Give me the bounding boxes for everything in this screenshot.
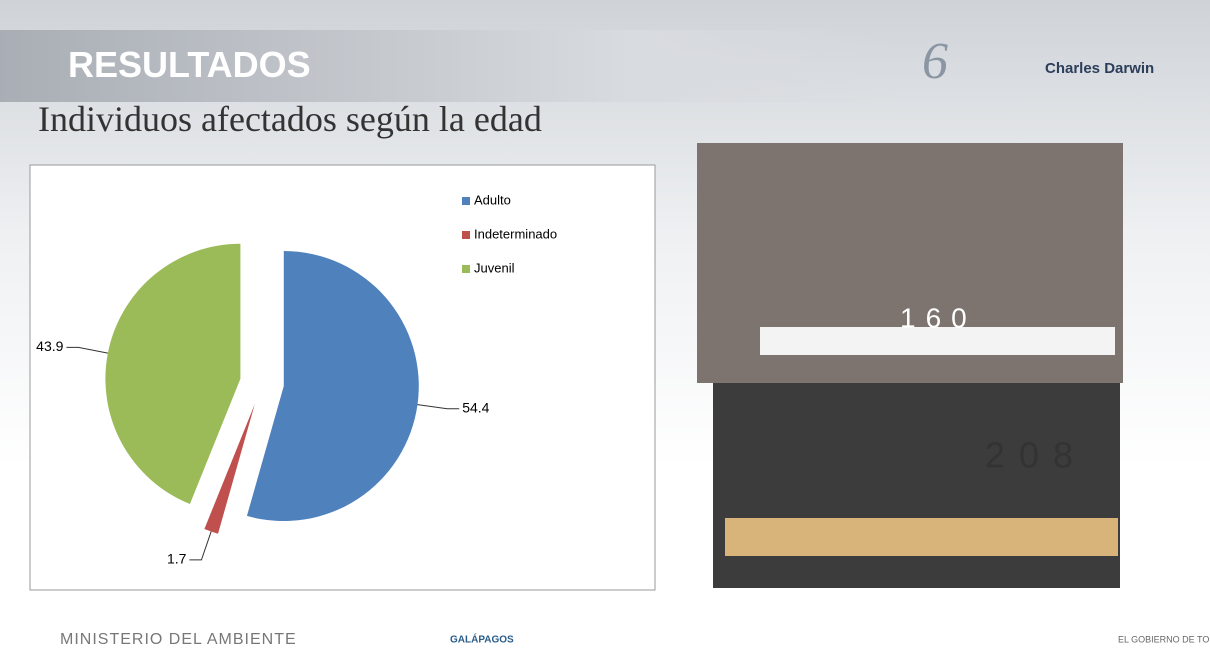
photo-tag: 160 bbox=[900, 302, 977, 333]
legend-swatch bbox=[462, 197, 470, 205]
legend-swatch bbox=[462, 231, 470, 239]
photo bbox=[713, 383, 1120, 588]
legend-label: Juvenil bbox=[474, 260, 515, 275]
data-label: 1.7 bbox=[167, 551, 187, 567]
pie-slice bbox=[204, 403, 255, 534]
heading: RESULTADOS bbox=[68, 44, 311, 85]
footer-text: EL GOBIERNO DE TODOS bbox=[1118, 634, 1210, 644]
footer-text: GALÁPAGOS bbox=[450, 633, 514, 646]
chart-title: Individuos afectados según la edad bbox=[38, 99, 542, 139]
legend-label: Indeterminado bbox=[474, 226, 557, 241]
ruler bbox=[725, 518, 1118, 556]
leader-line bbox=[189, 531, 212, 561]
photo-tag: 208 bbox=[985, 435, 1087, 476]
leader-line bbox=[66, 346, 108, 354]
leader-line bbox=[417, 404, 460, 410]
data-label: 43.9 bbox=[36, 338, 63, 354]
pie-slice bbox=[105, 243, 241, 505]
legend-swatch bbox=[462, 265, 470, 273]
legend-label: Adulto bbox=[474, 192, 511, 207]
data-label: 54.4 bbox=[462, 399, 489, 415]
logo-text: Charles Darwin bbox=[1045, 60, 1155, 77]
header-band bbox=[0, 30, 900, 102]
pie-slice bbox=[246, 251, 419, 522]
logo-graphic: 6 bbox=[922, 33, 948, 90]
footer-text: MINISTERIO DEL AMBIENTE bbox=[60, 631, 297, 648]
ruler bbox=[760, 327, 1115, 355]
